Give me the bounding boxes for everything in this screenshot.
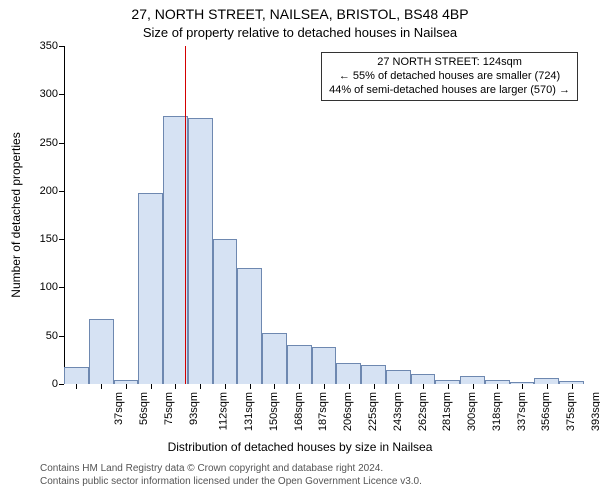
histogram-bar: [188, 118, 213, 384]
histogram-bar: [361, 365, 386, 384]
histogram-bar: [312, 347, 337, 384]
x-tick-label: 150sqm: [268, 392, 280, 431]
footer-attribution: Contains HM Land Registry data © Crown c…: [40, 462, 422, 488]
x-tick-label: 243sqm: [392, 392, 404, 431]
x-tick-label: 112sqm: [218, 392, 230, 430]
x-tick-label: 131sqm: [243, 392, 255, 431]
histogram-bar: [411, 374, 436, 384]
info-line-2: ← 55% of detached houses are smaller (72…: [329, 70, 570, 84]
x-tick-label: 56sqm: [138, 392, 150, 425]
info-line-1: 27 NORTH STREET: 124sqm: [329, 56, 570, 70]
chart-container: 27, NORTH STREET, NAILSEA, BRISTOL, BS48…: [0, 0, 600, 500]
x-tick-label: 187sqm: [318, 392, 330, 431]
x-tick-label: 375sqm: [565, 392, 577, 431]
histogram-bar: [386, 370, 411, 384]
x-tick-label: 281sqm: [441, 392, 453, 431]
info-line-3: 44% of semi-detached houses are larger (…: [329, 84, 570, 98]
histogram-bar: [287, 345, 312, 384]
histogram-bar: [460, 376, 485, 384]
x-tick-label: 75sqm: [163, 392, 175, 425]
y-tick-label: 300: [18, 88, 58, 100]
info-box: 27 NORTH STREET: 124sqm ← 55% of detache…: [321, 52, 578, 101]
histogram-bar: [262, 333, 287, 384]
y-tick-label: 0: [18, 378, 58, 390]
histogram-bar: [64, 367, 89, 384]
y-tick-label: 150: [18, 233, 58, 245]
y-tick-label: 50: [18, 330, 58, 342]
x-tick-label: 356sqm: [540, 392, 552, 431]
y-axis-label: Number of detached properties: [9, 132, 23, 297]
x-tick-label: 300sqm: [466, 392, 478, 431]
x-tick-label: 168sqm: [293, 392, 305, 431]
x-tick-label: 225sqm: [367, 392, 379, 431]
footer-line-1: Contains HM Land Registry data © Crown c…: [40, 462, 422, 475]
x-tick-label: 37sqm: [113, 392, 125, 425]
histogram-bar: [89, 319, 114, 384]
page-title: 27, NORTH STREET, NAILSEA, BRISTOL, BS48…: [0, 6, 600, 22]
histogram-bar: [138, 193, 163, 384]
y-tick-label: 200: [18, 185, 58, 197]
page-subtitle: Size of property relative to detached ho…: [0, 25, 600, 40]
x-axis-label: Distribution of detached houses by size …: [0, 440, 600, 454]
x-tick-label: 93sqm: [188, 392, 200, 425]
y-tick-label: 350: [18, 40, 58, 52]
x-tick-label: 393sqm: [590, 392, 600, 431]
histogram-bar: [336, 363, 361, 384]
x-tick-label: 318sqm: [491, 392, 503, 431]
x-tick-label: 337sqm: [516, 392, 528, 431]
y-tick-label: 100: [18, 281, 58, 293]
x-tick-label: 206sqm: [342, 392, 354, 431]
histogram-bar: [213, 239, 238, 384]
x-tick-label: 262sqm: [417, 392, 429, 431]
reference-line: [185, 46, 186, 384]
histogram-bar: [237, 268, 262, 384]
footer-line-2: Contains public sector information licen…: [40, 475, 422, 488]
y-tick-label: 250: [18, 137, 58, 149]
